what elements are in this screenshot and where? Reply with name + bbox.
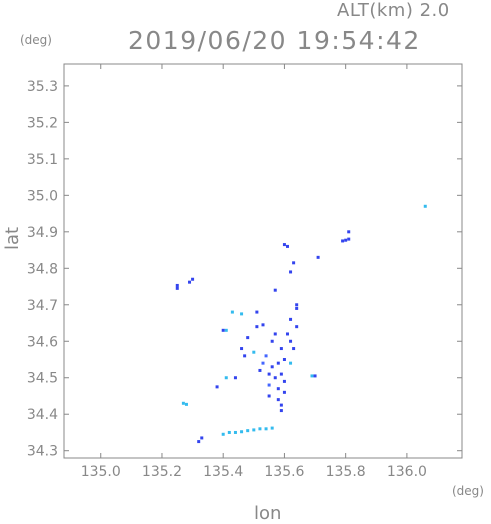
- data-point: [285, 332, 289, 336]
- x-tick-label: 135.4: [203, 464, 243, 480]
- data-point: [246, 336, 250, 340]
- data-point: [267, 372, 271, 376]
- data-point: [230, 310, 234, 314]
- y-tick-label: 34.8: [27, 261, 58, 277]
- y-tick-label: 35.2: [27, 115, 58, 131]
- data-point: [243, 354, 247, 358]
- data-point: [423, 204, 427, 208]
- data-point: [289, 339, 293, 343]
- data-point: [240, 430, 244, 434]
- data-point: [347, 237, 351, 241]
- data-point: [264, 354, 268, 358]
- y-tick-label: 34.5: [27, 371, 58, 387]
- timestamp-title: 2019/06/20 19:54:42: [128, 26, 421, 55]
- y-tick-label: 35.3: [27, 79, 58, 95]
- data-point: [246, 429, 250, 433]
- data-point: [276, 361, 280, 365]
- data-point: [289, 270, 293, 274]
- data-point: [310, 374, 314, 378]
- data-point: [285, 244, 289, 248]
- y-tick-label: 34.3: [27, 444, 58, 460]
- data-point: [273, 288, 277, 292]
- data-point: [255, 310, 259, 314]
- data-point: [347, 230, 351, 234]
- x-tick-label: 135.0: [81, 464, 121, 480]
- data-point: [282, 243, 286, 247]
- x-tick-label: 135.6: [264, 464, 304, 480]
- data-point: [316, 255, 320, 259]
- data-point: [341, 239, 345, 243]
- data-point: [276, 398, 280, 402]
- data-point: [227, 430, 231, 434]
- data-point: [295, 306, 299, 310]
- data-point: [175, 286, 179, 290]
- plot-frame: [63, 63, 463, 459]
- data-point: [270, 426, 274, 430]
- data-point: [273, 376, 277, 380]
- data-point: [292, 347, 296, 351]
- data-point: [267, 383, 271, 387]
- data-point: [276, 387, 280, 391]
- y-tick-label: 35.0: [27, 188, 58, 204]
- data-point: [255, 325, 259, 329]
- y-tick-label: 35.1: [27, 152, 58, 168]
- data-point: [282, 379, 286, 383]
- data-point: [261, 323, 265, 327]
- data-point: [289, 361, 293, 365]
- data-point: [215, 385, 219, 389]
- x-axis-label: lon: [254, 503, 282, 524]
- data-point: [282, 358, 286, 361]
- y-tick-label: 34.7: [27, 298, 58, 314]
- x-tick-label: 136.0: [387, 464, 427, 480]
- y-tick-label: 34.4: [27, 407, 58, 423]
- y-axis-unit: (deg): [20, 33, 52, 47]
- data-point: [184, 402, 188, 406]
- data-point: [200, 436, 204, 440]
- data-point: [191, 277, 195, 281]
- data-point: [295, 303, 299, 307]
- data-point: [292, 261, 296, 265]
- data-point: [279, 409, 283, 413]
- y-tick-label: 34.6: [27, 334, 58, 350]
- data-point: [188, 280, 192, 284]
- data-point: [258, 427, 262, 431]
- axis-ticks: 135.0 135.2 135.4 135.6 135.8 136.0 34.3 34.4 34…: [27, 64, 462, 480]
- data-point: [279, 403, 283, 407]
- data-point: [181, 401, 185, 405]
- data-point: [197, 440, 201, 444]
- data-point: [240, 347, 244, 351]
- data-point: [267, 394, 271, 398]
- data-point: [270, 365, 274, 369]
- data-point: [273, 332, 277, 336]
- data-point: [224, 376, 228, 380]
- x-axis-unit: (deg): [452, 484, 484, 498]
- data-point: [175, 283, 179, 287]
- data-point: [252, 350, 256, 354]
- data-point: [224, 328, 228, 332]
- data-point: [279, 372, 283, 376]
- data-point: [282, 390, 286, 394]
- data-point: [289, 317, 293, 321]
- data-point: [252, 428, 256, 432]
- data-point: [344, 238, 348, 242]
- data-point: [233, 376, 237, 380]
- y-tick-label: 34.9: [27, 225, 58, 241]
- data-point: [240, 312, 244, 316]
- x-tick-label: 135.2: [142, 464, 182, 480]
- data-point: [264, 427, 268, 431]
- data-point: [295, 325, 299, 329]
- x-tick-label: 135.8: [326, 464, 366, 480]
- data-point: [221, 432, 225, 436]
- data-point: [258, 368, 262, 372]
- data-point: [221, 328, 225, 332]
- altitude-label: ALT(km) 2.0: [337, 0, 450, 21]
- data-point: [279, 347, 283, 351]
- data-point: [233, 430, 237, 434]
- data-points: [175, 204, 427, 444]
- data-point: [261, 361, 265, 365]
- data-point: [270, 339, 274, 343]
- data-point: [313, 374, 317, 378]
